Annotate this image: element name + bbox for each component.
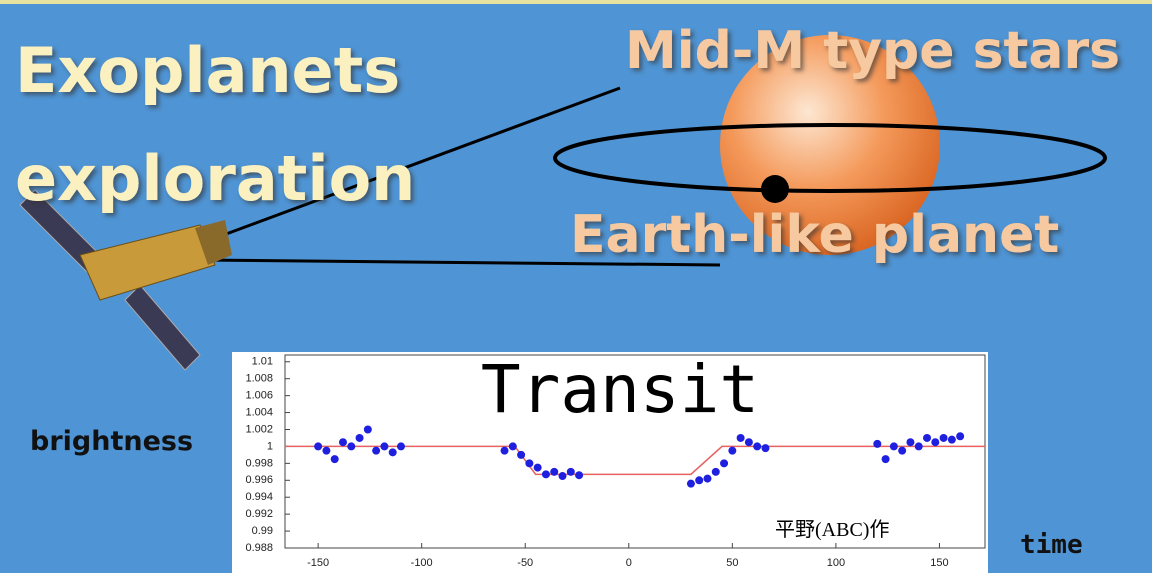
plot-frame (284, 354, 986, 549)
credit: 平野(ABC)作 (775, 518, 889, 541)
data-point (508, 442, 517, 451)
orbit (553, 123, 1107, 193)
data-point (388, 448, 397, 457)
chart-title: Transit (481, 351, 759, 428)
view-line (209, 86, 621, 242)
data-point (728, 446, 737, 455)
x-tick-label: 0 (626, 557, 632, 569)
data-point (541, 470, 550, 479)
title-line: exploration (15, 142, 415, 215)
data-point (338, 438, 347, 447)
data-point (575, 471, 584, 480)
data-point (566, 467, 575, 476)
data-point (889, 442, 898, 451)
data-point (355, 433, 364, 442)
x-tick-label: 150 (930, 557, 948, 569)
data-point (956, 432, 965, 441)
x-axis-label: time (1020, 530, 1083, 560)
data-point (347, 442, 356, 451)
top-border (0, 0, 1152, 4)
data-point (372, 446, 381, 455)
y-tick-label: 0.994 (245, 491, 273, 503)
data-point (881, 455, 890, 464)
data-point (931, 438, 940, 447)
data-point (322, 446, 331, 455)
plot: 0.988 0.99 0.992 0.994 0.996 0.998 1 1.002 1.004… (245, 356, 985, 569)
data-point (736, 433, 745, 442)
data-point (753, 442, 762, 451)
data-point (517, 450, 526, 459)
planet (761, 175, 789, 203)
data-point (923, 433, 932, 442)
data-point (711, 467, 720, 476)
x-tick-label: 50 (726, 557, 738, 569)
data-point (906, 438, 915, 447)
y-tick-label: 0.996 (245, 474, 273, 486)
data-point (939, 433, 948, 442)
data-point (558, 472, 567, 481)
title-line: Exoplanets (15, 34, 400, 107)
y-tick-label: 1.008 (245, 373, 273, 385)
y-tick-label: 1.006 (245, 390, 273, 402)
data-point (898, 446, 907, 455)
data-point (533, 463, 542, 472)
data-point (330, 455, 339, 464)
data-point (500, 446, 509, 455)
data-point (525, 459, 534, 468)
y-tick-label: 1 (267, 440, 273, 452)
star-label: Mid-M type stars (625, 21, 1120, 81)
data-point (914, 442, 923, 451)
y-tick-label: 1.002 (245, 423, 273, 435)
x-tick-label: 100 (827, 557, 845, 569)
data-point (363, 425, 372, 434)
y-tick-label: 0.99 (252, 525, 273, 537)
data-point (947, 435, 956, 444)
data-point (761, 444, 770, 453)
y-tick-label: 0.992 (245, 508, 273, 520)
chart-panel (232, 352, 988, 573)
satellite (19, 189, 232, 371)
view-line (199, 258, 721, 267)
y-tick-label: 1.01 (252, 356, 273, 368)
x-tick-label: -150 (307, 557, 329, 569)
data-point (695, 476, 704, 485)
data-point (314, 442, 323, 451)
data-point (873, 439, 882, 448)
y-tick-label: 1.004 (245, 406, 273, 418)
data-point (380, 442, 389, 451)
data-point (744, 438, 753, 447)
data-point (686, 479, 695, 488)
data-point (703, 474, 712, 483)
data-point (550, 467, 559, 476)
planet-label: Earth-like planet (570, 205, 1059, 265)
x-tick-label: -100 (411, 557, 433, 569)
x-tick-label: -50 (517, 557, 533, 569)
y-tick-label: 0.988 (245, 542, 273, 554)
data-point (396, 442, 405, 451)
y-axis-label: brightness (30, 426, 193, 457)
y-tick-label: 0.998 (245, 457, 273, 469)
data-point (720, 459, 729, 468)
